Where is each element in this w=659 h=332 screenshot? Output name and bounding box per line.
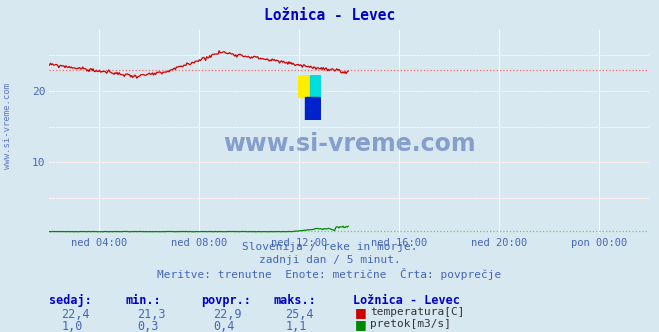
Text: sedaj:: sedaj: xyxy=(49,294,92,307)
Text: Ložnica - Levec: Ložnica - Levec xyxy=(264,8,395,23)
Text: min.:: min.: xyxy=(125,294,161,307)
Text: www.si-vreme.com: www.si-vreme.com xyxy=(3,83,13,169)
Text: Ložnica - Levec: Ložnica - Levec xyxy=(353,294,459,307)
Text: 25,4: 25,4 xyxy=(285,308,314,321)
Text: ■: ■ xyxy=(355,318,366,331)
Text: 22,4: 22,4 xyxy=(61,308,90,321)
Text: ■: ■ xyxy=(355,306,366,319)
Text: Slovenija / reke in morje.: Slovenija / reke in morje. xyxy=(242,242,417,252)
Bar xyxy=(299,75,310,97)
Text: 0,3: 0,3 xyxy=(137,320,158,332)
Text: 0,4: 0,4 xyxy=(213,320,234,332)
Text: zadnji dan / 5 minut.: zadnji dan / 5 minut. xyxy=(258,255,401,265)
Text: 22,9: 22,9 xyxy=(213,308,241,321)
Bar xyxy=(305,97,321,120)
Text: povpr.:: povpr.: xyxy=(201,294,251,307)
Text: Meritve: trenutne  Enote: metrične  Črta: povprečje: Meritve: trenutne Enote: metrične Črta: … xyxy=(158,268,501,280)
Bar xyxy=(310,75,321,97)
Text: temperatura[C]: temperatura[C] xyxy=(370,307,465,317)
Text: 1,1: 1,1 xyxy=(285,320,306,332)
Polygon shape xyxy=(299,75,310,97)
Text: 1,0: 1,0 xyxy=(61,320,82,332)
Text: 21,3: 21,3 xyxy=(137,308,165,321)
Text: www.si-vreme.com: www.si-vreme.com xyxy=(223,132,476,156)
Text: pretok[m3/s]: pretok[m3/s] xyxy=(370,319,451,329)
Polygon shape xyxy=(310,75,321,97)
Text: maks.:: maks.: xyxy=(273,294,316,307)
